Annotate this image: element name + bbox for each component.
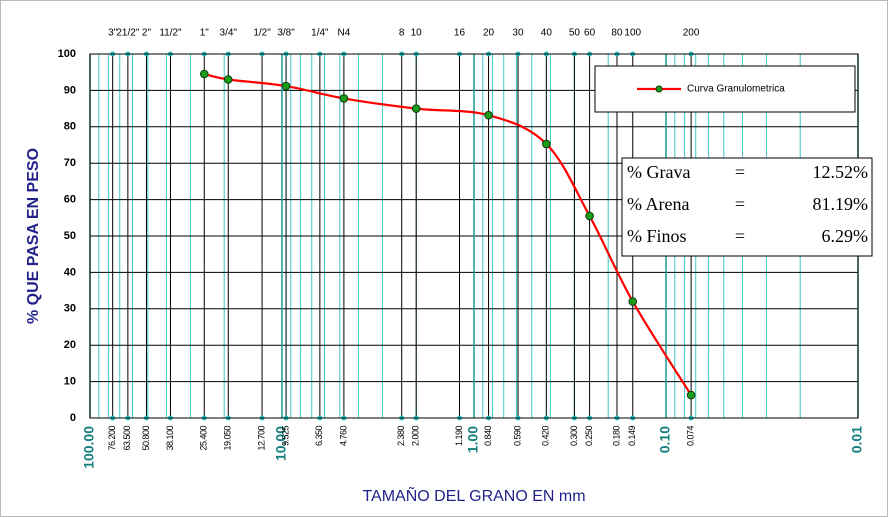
sieve-opening: 4.760 — [338, 426, 348, 447]
sieve-opening: 9.525 — [280, 426, 290, 447]
sieve-opening: 12.700 — [256, 426, 266, 451]
annotation-name: % Finos — [627, 226, 687, 246]
y-tick-label: 0 — [70, 412, 76, 424]
data-point — [223, 75, 233, 84]
sieve-name: 20 — [483, 28, 495, 39]
annotation-name: % Grava — [627, 162, 690, 182]
sieve-opening: 0.074 — [685, 426, 695, 447]
sieve-opening: 1.190 — [454, 426, 464, 447]
x-axis-label: TAMAÑO DEL GRANO EN mm — [362, 485, 585, 505]
sieve-name: 100 — [624, 28, 641, 39]
data-point — [542, 139, 551, 149]
y-tick-label: 30 — [64, 303, 76, 315]
sieve-opening: 0.840 — [483, 426, 493, 447]
sieve-name: 10 — [411, 28, 423, 39]
sieve-opening: 50.800 — [141, 426, 151, 451]
x-tick-label: 0.01 — [849, 426, 865, 453]
legend-label: Curva Granulometrica — [687, 84, 785, 95]
x-tick-label: 10.00 — [273, 426, 289, 461]
sieve-opening: 0.149 — [627, 426, 637, 447]
y-tick-label: 10 — [64, 376, 76, 388]
annotation-sign: = — [735, 194, 745, 214]
sieve-name: 200 — [683, 28, 700, 39]
annotation-sign: = — [735, 226, 745, 246]
y-tick-label: 60 — [64, 194, 76, 206]
y-tick-label: 100 — [58, 48, 76, 60]
y-tick-label: 70 — [64, 157, 76, 169]
annotation-value: 12.52% — [813, 162, 869, 182]
annotation-box — [621, 157, 873, 257]
legend-marker — [655, 85, 663, 93]
sieve-name: 1/2" — [253, 28, 271, 39]
sieve-name: 21/2" — [116, 28, 139, 39]
data-point — [686, 390, 696, 400]
sieve-opening: 76.200 — [107, 426, 117, 451]
sieve-name: 1/4" — [311, 28, 329, 39]
y-tick-label: 80 — [64, 121, 76, 133]
sieve-name: 50 — [569, 28, 581, 39]
sieve-name: 40 — [541, 28, 553, 39]
sieve-name: 3/8" — [277, 28, 295, 39]
sieve-name: 1" — [200, 28, 210, 39]
annotation-value: 81.19% — [813, 194, 869, 214]
sieve-opening: 0.300 — [569, 426, 579, 447]
sieve-name: 60 — [584, 28, 596, 39]
annotation-name: % Arena — [627, 194, 689, 214]
y-tick-label: 50 — [64, 230, 76, 242]
sieve-name: 8 — [399, 28, 405, 39]
sieve-opening: 63.500 — [122, 426, 132, 451]
data-point — [628, 297, 638, 306]
annotation-value: 6.29% — [822, 226, 869, 246]
sieve-name: 80 — [611, 28, 623, 39]
sieve-name: 2" — [142, 28, 152, 39]
sieve-opening: 0.180 — [611, 426, 621, 447]
data-point — [199, 69, 209, 79]
sieve-name: 11/2" — [159, 28, 182, 39]
sieve-opening: 0.250 — [584, 426, 594, 447]
y-tick-label: 40 — [64, 266, 76, 278]
y-axis-label: % QUE PASA EN PESO — [25, 148, 42, 324]
sieve-opening: 19.050 — [223, 426, 233, 451]
sieve-opening: 25.400 — [199, 426, 209, 451]
sieve-opening: 6.350 — [314, 426, 324, 447]
sieve-name: 16 — [454, 28, 466, 39]
annotation-sign: = — [735, 162, 745, 182]
sieve-opening: 0.420 — [541, 426, 551, 447]
series-line — [204, 72, 693, 396]
sieve-name: 30 — [512, 28, 524, 39]
data-point — [339, 94, 349, 103]
y-tick-label: 90 — [64, 84, 76, 96]
data-point — [411, 104, 421, 113]
x-tick-label: 0.10 — [657, 426, 673, 453]
sieve-opening: 2.380 — [396, 426, 406, 447]
data-point — [585, 211, 594, 221]
sieve-name: N4 — [338, 28, 351, 39]
sieve-opening: 2.000 — [411, 426, 421, 447]
data-point — [281, 81, 291, 91]
sieve-name: 3/4" — [220, 28, 238, 39]
sieve-opening: 0.590 — [512, 426, 522, 447]
data-point — [484, 110, 493, 120]
sieve-name: 3" — [108, 28, 118, 39]
sieve-opening: 38.100 — [165, 426, 175, 451]
x-tick-label: 1.00 — [465, 426, 481, 453]
x-tick-label: 100.00 — [81, 426, 97, 469]
y-tick-label: 20 — [64, 339, 76, 351]
